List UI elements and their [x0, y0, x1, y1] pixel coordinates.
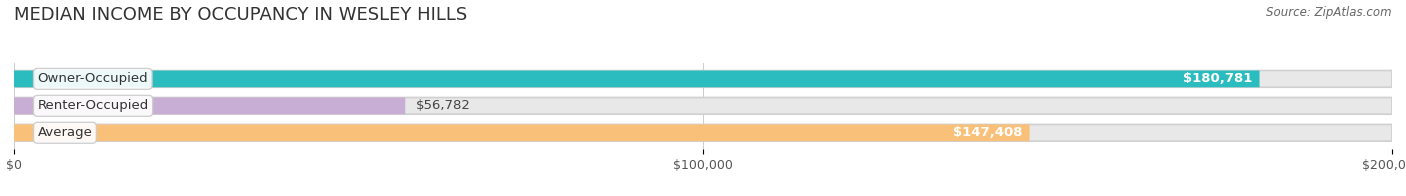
FancyBboxPatch shape [14, 97, 405, 114]
FancyBboxPatch shape [14, 97, 1392, 114]
Text: Source: ZipAtlas.com: Source: ZipAtlas.com [1267, 6, 1392, 19]
FancyBboxPatch shape [14, 71, 1392, 87]
Text: $147,408: $147,408 [953, 126, 1022, 139]
Text: Owner-Occupied: Owner-Occupied [38, 72, 148, 85]
FancyBboxPatch shape [14, 124, 1392, 141]
Text: MEDIAN INCOME BY OCCUPANCY IN WESLEY HILLS: MEDIAN INCOME BY OCCUPANCY IN WESLEY HIL… [14, 6, 467, 24]
FancyBboxPatch shape [14, 71, 1260, 87]
FancyBboxPatch shape [14, 124, 1029, 141]
Text: $180,781: $180,781 [1184, 72, 1253, 85]
Text: Average: Average [38, 126, 93, 139]
Text: $56,782: $56,782 [416, 99, 471, 112]
Text: Renter-Occupied: Renter-Occupied [38, 99, 149, 112]
